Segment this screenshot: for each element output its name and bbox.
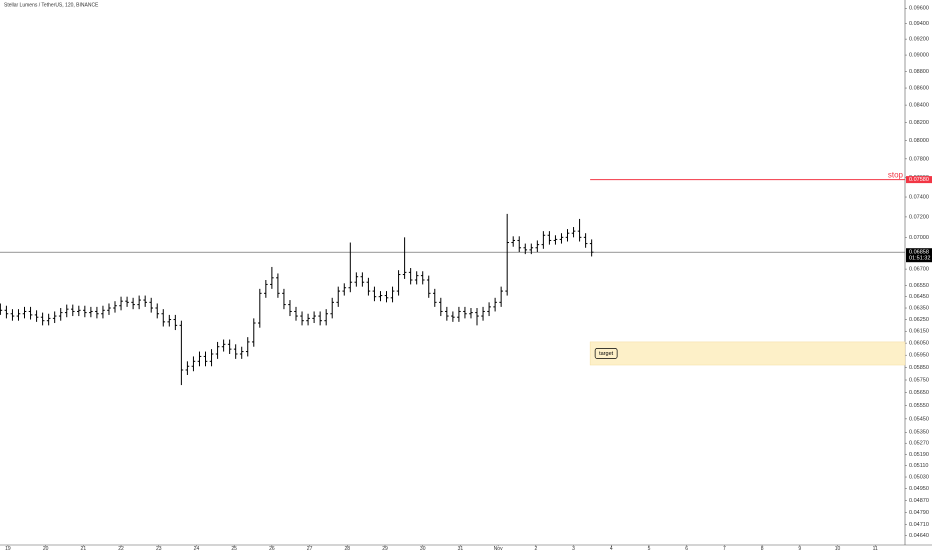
y-tick-label: 0.05030 [909, 474, 929, 480]
stop-label: stop [888, 171, 904, 180]
x-tick-label: 9 [798, 546, 801, 550]
x-tick-label: 29 [382, 546, 388, 550]
x-tick-label: 6 [685, 546, 688, 550]
x-tick-label: 25 [231, 546, 237, 550]
stop-price-box [906, 176, 932, 184]
y-tick-label: 0.09600 [909, 6, 929, 12]
x-tick-label: 22 [118, 546, 124, 550]
y-tick-label: 0.06350 [909, 305, 929, 311]
x-tick-label: 4 [610, 546, 613, 550]
y-tick-label: 0.05110 [909, 463, 928, 469]
y-tick-label: 0.04710 [909, 522, 929, 528]
stop-price-label: 0.07580 [909, 177, 929, 183]
x-tick-label: Nov [494, 546, 503, 550]
y-tick-label: 0.07200 [909, 214, 929, 220]
target-zone [589, 341, 906, 366]
y-tick-label: 0.08400 [909, 103, 929, 109]
y-tick-label: 0.05650 [909, 390, 929, 396]
x-tick-label: 27 [307, 546, 313, 550]
y-tick-label: 0.09200 [909, 37, 929, 43]
y-tick-label: 0.05550 [909, 403, 929, 409]
y-tick-label: 0.06550 [909, 283, 929, 289]
y-tick-label: 0.04950 [909, 486, 929, 492]
x-tick-label: 31 [458, 546, 464, 550]
y-tick-label: 0.09400 [909, 21, 929, 27]
x-tick-label: 28 [345, 546, 351, 550]
y-tick-label: 0.04640 [909, 533, 929, 539]
x-tick-label: 10 [835, 546, 841, 550]
y-tick-label: 0.05750 [909, 377, 929, 383]
x-tick-label: 5 [648, 546, 651, 550]
x-tick-label: 20 [43, 546, 49, 550]
x-tick-label: 7 [723, 546, 726, 550]
target-label: target [599, 351, 614, 357]
x-tick-label: 21 [81, 546, 87, 550]
chart-title: Stellar Lumens / TetherUS, 120, BINANCE [4, 2, 99, 8]
y-tick-label: 0.09000 [909, 53, 929, 59]
y-tick-label: 0.08800 [909, 69, 929, 75]
y-tick-label: 0.05350 [909, 430, 929, 436]
x-tick-label: 19 [5, 546, 11, 550]
x-tick-label: 23 [156, 546, 162, 550]
y-tick-label: 0.06050 [909, 341, 929, 347]
x-tick-label: 30 [420, 546, 426, 550]
x-tick-label: 3 [572, 546, 575, 550]
x-tick-label: 8 [761, 546, 764, 550]
y-tick-label: 0.07400 [909, 194, 929, 200]
target-label-box [594, 348, 618, 359]
last-price-label: 0.06858 [909, 250, 929, 256]
y-tick-label: 0.08000 [909, 138, 929, 144]
y-tick-label: 0.05850 [909, 365, 929, 371]
y-tick-label: 0.05190 [909, 452, 929, 458]
y-tick-label: 0.05270 [909, 441, 929, 447]
y-tick-label: 0.05950 [909, 353, 929, 359]
y-tick-label: 0.08200 [909, 120, 929, 126]
x-tick-label: 2 [534, 546, 537, 550]
y-tick-label: 0.04790 [909, 510, 929, 516]
y-tick-label: 0.05450 [909, 416, 929, 422]
x-tick-label: 11 [873, 546, 878, 550]
x-tick-label: 26 [269, 546, 275, 550]
y-tick-label: 0.06250 [909, 317, 929, 323]
x-tick-label: 24 [194, 546, 200, 550]
y-tick-label: 0.06700 [909, 267, 929, 273]
last-price-box [906, 248, 932, 263]
countdown-label: 01:51:32 [909, 256, 930, 262]
y-tick-label: 0.06150 [909, 329, 929, 335]
y-tick-label: 0.07800 [909, 156, 929, 162]
y-tick-label: 0.07000 [909, 235, 929, 241]
y-tick-label: 0.04870 [909, 498, 929, 504]
y-tick-label: 0.08600 [909, 85, 929, 91]
y-tick-label: 0.06450 [909, 294, 929, 300]
